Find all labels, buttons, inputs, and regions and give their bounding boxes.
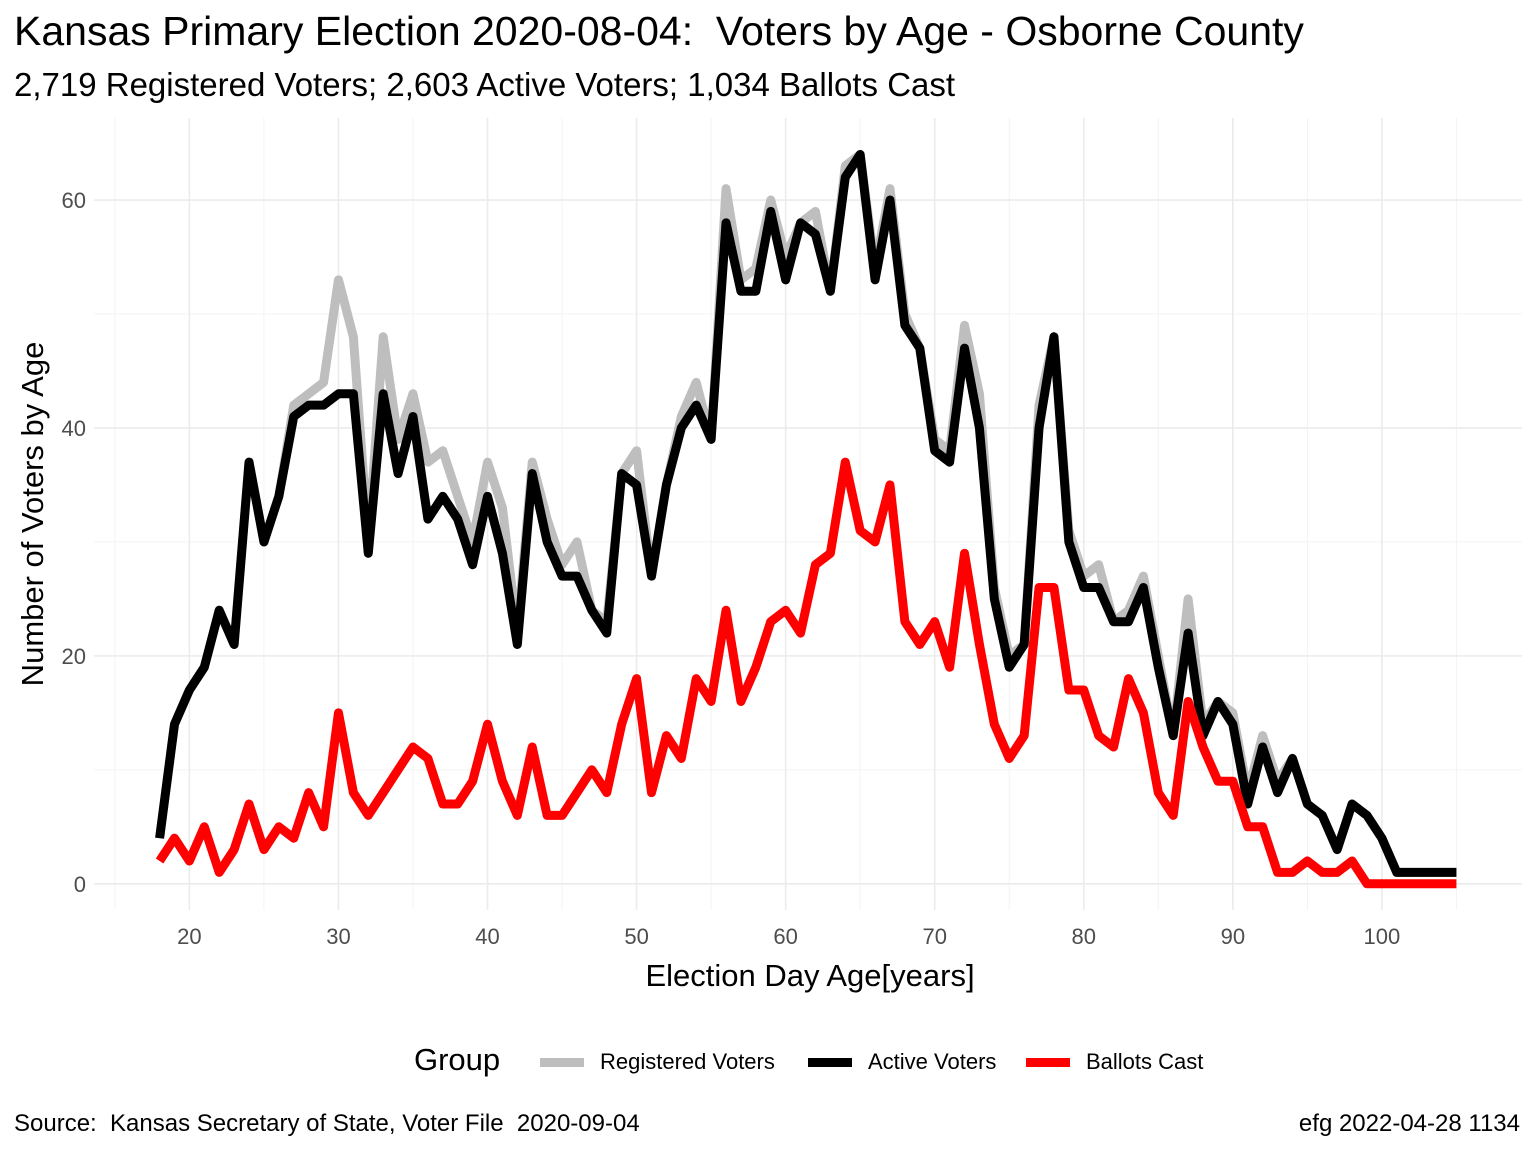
legend-label-ballots: Ballots Cast: [1086, 1049, 1204, 1074]
x-axis-title: Election Day Age[years]: [645, 958, 974, 993]
line-chart: 20 30 40 50 60 70 80 90 100 0 20 40 60 Election Day…: [15, 118, 1522, 993]
author-caption: efg 2022-04-28 1134: [1298, 1110, 1520, 1137]
legend-label-registered: Registered Voters: [600, 1049, 775, 1074]
chart-subtitle: 2,719 Registered Voters; 2,603 Active Vo…: [14, 66, 956, 103]
x-tick-label: 70: [922, 924, 946, 949]
x-tick-label: 20: [177, 924, 201, 949]
x-tick-label: 80: [1072, 924, 1096, 949]
chart-title: Kansas Primary Election 2020-08-04: Vote…: [14, 8, 1304, 54]
series-line-active-voters: [155, 149, 1457, 877]
legend-title: Group: [414, 1042, 501, 1077]
legend-key-registered: [540, 1058, 584, 1067]
x-tick-label: 100: [1364, 924, 1401, 949]
legend-key-active: [808, 1058, 852, 1067]
x-axis-ticks: 20 30 40 50 60 70 80 90 100: [177, 924, 1400, 949]
x-tick-label: 90: [1221, 924, 1245, 949]
grid: [94, 118, 1522, 910]
legend: Group Registered Voters Active Voters Ba…: [0, 1040, 1536, 1084]
y-axis-ticks: 0 20 40 60: [62, 188, 86, 897]
series-lines: [155, 149, 1457, 889]
legend-label-active: Active Voters: [868, 1049, 997, 1074]
x-tick-label: 60: [773, 924, 797, 949]
x-tick-label: 50: [624, 924, 648, 949]
source-caption: Source: Kansas Secretary of State, Voter…: [14, 1110, 640, 1137]
y-tick-label: 40: [62, 416, 86, 441]
series-line-ballots-cast: [155, 457, 1457, 889]
y-tick-label: 60: [62, 188, 86, 213]
y-tick-label: 20: [62, 644, 86, 669]
x-tick-label: 40: [475, 924, 499, 949]
y-tick-label: 0: [74, 872, 86, 897]
legend-key-ballots: [1026, 1058, 1070, 1067]
x-tick-label: 30: [326, 924, 350, 949]
y-axis-title: Number of Voters by Age: [15, 342, 50, 687]
